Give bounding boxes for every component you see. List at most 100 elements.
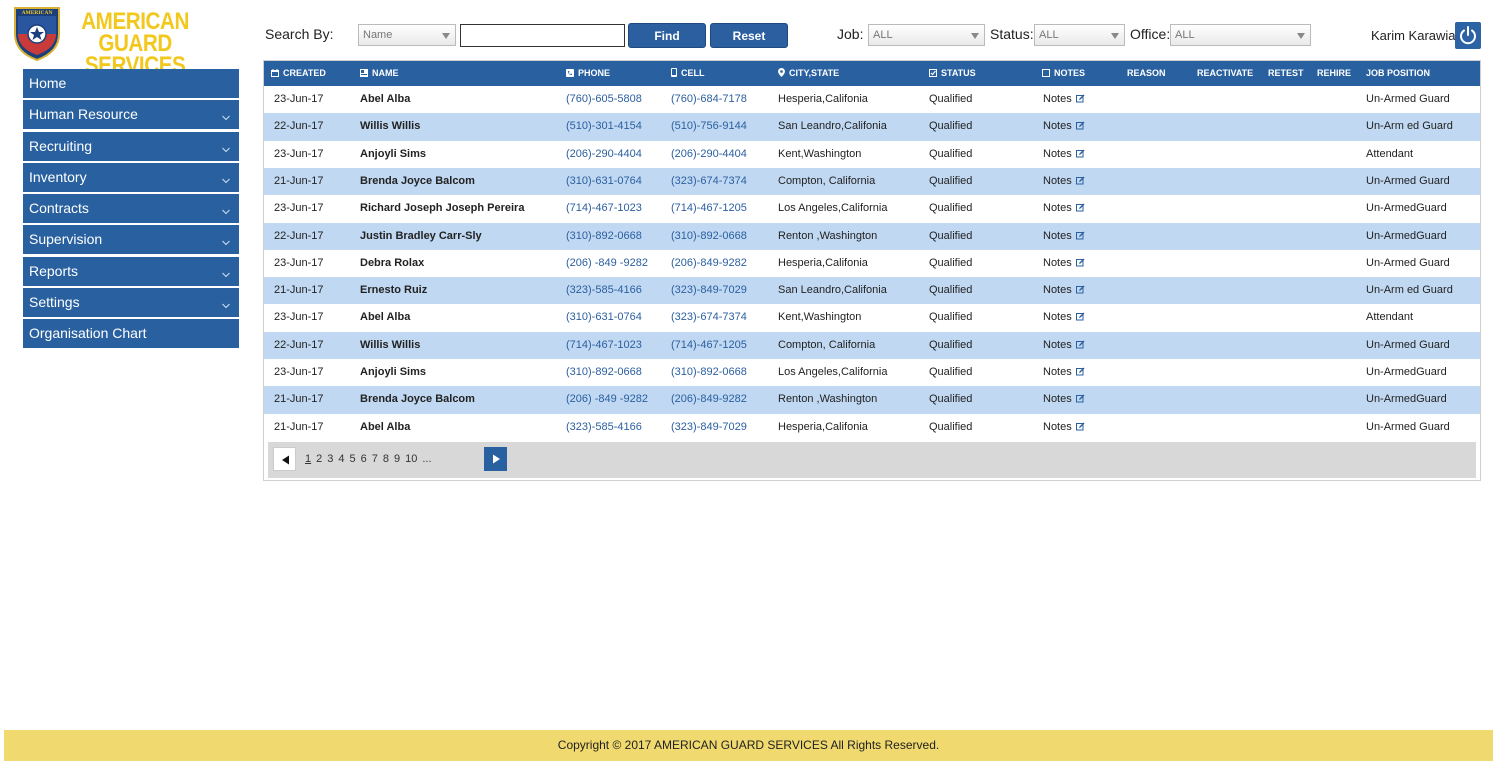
page-number-6[interactable]: 6: [360, 453, 367, 465]
page-number-10[interactable]: 10: [405, 453, 418, 465]
user-name[interactable]: Karim Karawia: [1371, 28, 1456, 43]
table-row[interactable]: 21-Jun-17 Ernesto Ruiz (323)-585-4166 (323)…: [264, 277, 1480, 305]
table-row[interactable]: 21-Jun-17 Brenda Joyce Balcom (206) -849 -…: [264, 386, 1480, 414]
table-row[interactable]: 23-Jun-17 Abel Alba (760)-605-5808 (760)-68…: [264, 86, 1480, 113]
cell-cell[interactable]: (323)-849-7029: [671, 277, 747, 304]
page-number-9[interactable]: 9: [394, 453, 401, 465]
job-select[interactable]: ALL: [868, 24, 985, 46]
notes-link[interactable]: Notes: [1043, 86, 1085, 113]
col-rehire[interactable]: REHIRE: [1317, 61, 1351, 86]
cell-phone[interactable]: (510)-301-4154: [566, 113, 642, 140]
notes-link[interactable]: Notes: [1043, 359, 1085, 386]
col-status[interactable]: STATUS: [929, 61, 976, 86]
cell-phone[interactable]: (310)-631-0764: [566, 168, 642, 195]
col-created[interactable]: CREATED: [271, 61, 326, 86]
status-select[interactable]: ALL: [1034, 24, 1125, 46]
table-row[interactable]: 23-Jun-17 Anjoyli Sims (310)-892-0668 (310)…: [264, 359, 1480, 386]
brand-logo[interactable]: AMERICAN AMERICAN GUARD SERVICES: [12, 4, 232, 78]
col-notes[interactable]: NOTES: [1042, 61, 1085, 86]
col-reason[interactable]: REASON: [1127, 61, 1166, 86]
page-number-8[interactable]: 8: [382, 453, 389, 465]
page-number-1[interactable]: 1: [305, 453, 312, 465]
sidebar-item-home[interactable]: Home: [23, 69, 239, 98]
cell-phone[interactable]: (310)-892-0668: [566, 359, 642, 386]
cell-cell[interactable]: (714)-467-1205: [671, 332, 747, 359]
cell-phone[interactable]: (206) -849 -9282: [566, 386, 648, 413]
cell-phone[interactable]: (323)-585-4166: [566, 414, 642, 441]
cell-cell[interactable]: (310)-892-0668: [671, 223, 747, 250]
notes-link[interactable]: Notes: [1043, 168, 1085, 195]
search-input[interactable]: [460, 24, 625, 47]
edit-icon: [1075, 312, 1085, 321]
notes-link[interactable]: Notes: [1043, 304, 1085, 331]
col-city[interactable]: CITY,STATE: [778, 61, 839, 86]
sidebar-item-human-resource[interactable]: Human Resource: [23, 100, 239, 130]
sidebar-item-recruiting[interactable]: Recruiting: [23, 131, 239, 161]
table-row[interactable]: 21-Jun-17 Abel Alba (323)-585-4166 (323)-84…: [264, 414, 1480, 441]
col-retest[interactable]: RETEST: [1268, 61, 1304, 86]
cell-cell[interactable]: (206)-290-4404: [671, 141, 747, 168]
cell-text: Hesperia,Califonia: [778, 256, 868, 269]
cell-cell[interactable]: (310)-892-0668: [671, 359, 747, 386]
notes-link[interactable]: Notes: [1043, 414, 1085, 441]
notes-link[interactable]: Notes: [1043, 141, 1085, 168]
col-name[interactable]: NAME: [360, 61, 399, 86]
office-select[interactable]: ALL: [1170, 24, 1311, 46]
cell-phone[interactable]: (323)-585-4166: [566, 277, 642, 304]
sidebar-item-inventory[interactable]: Inventory: [23, 162, 239, 192]
table-row[interactable]: 23-Jun-17 Richard Joseph Joseph Pereira (7…: [264, 195, 1480, 222]
cell-cell[interactable]: (206)-849-9282: [671, 250, 747, 277]
notes-link[interactable]: Notes: [1043, 223, 1085, 250]
sidebar-item-supervision[interactable]: Supervision: [23, 225, 239, 255]
cell-text: (510)-756-9144: [671, 120, 747, 133]
page-number-7[interactable]: 7: [371, 453, 378, 465]
find-button[interactable]: Find: [628, 23, 706, 48]
col-city-label: CITY,STATE: [789, 68, 840, 78]
table-row[interactable]: 22-Jun-17 Willis Willis (714)-467-1023 (714…: [264, 331, 1480, 359]
notes-link[interactable]: Notes: [1043, 113, 1085, 140]
col-reactivate[interactable]: REACTIVATE: [1197, 61, 1253, 86]
table-row[interactable]: 23-Jun-17 Anjoyli Sims (206)-290-4404 (206)…: [264, 141, 1480, 168]
next-page-button[interactable]: [484, 447, 507, 471]
page-ellipsis[interactable]: ...: [422, 453, 432, 465]
notes-link[interactable]: Notes: [1043, 195, 1085, 222]
col-phone[interactable]: PHONE: [566, 61, 610, 86]
cell-cell[interactable]: (206)-849-9282: [671, 386, 747, 413]
search-by-select[interactable]: Name: [358, 24, 456, 46]
sidebar-item-settings[interactable]: Settings: [23, 288, 239, 318]
page-number-3[interactable]: 3: [327, 453, 334, 465]
page-number-2[interactable]: 2: [316, 453, 323, 465]
cell-cell[interactable]: (510)-756-9144: [671, 113, 747, 140]
cell-phone[interactable]: (206)-290-4404: [566, 141, 642, 168]
cell-cell[interactable]: (323)-674-7374: [671, 304, 747, 331]
notes-link[interactable]: Notes: [1043, 250, 1085, 277]
cell-cell[interactable]: (323)-674-7374: [671, 168, 747, 195]
col-job-position[interactable]: JOB POSITION: [1366, 61, 1430, 86]
cell-phone[interactable]: (310)-631-0764: [566, 304, 642, 331]
page-number-4[interactable]: 4: [338, 453, 345, 465]
notes-link[interactable]: Notes: [1043, 386, 1085, 413]
cell-phone[interactable]: (310)-892-0668: [566, 223, 642, 250]
cell-cell[interactable]: (323)-849-7029: [671, 414, 747, 441]
table-row[interactable]: 23-Jun-17 Abel Alba (310)-631-0764 (323)-67…: [264, 304, 1480, 331]
logout-button[interactable]: [1455, 22, 1481, 49]
sidebar-item-contracts[interactable]: Contracts: [23, 194, 239, 224]
notes-link[interactable]: Notes: [1043, 277, 1085, 304]
prev-page-button[interactable]: [273, 447, 296, 471]
table-row[interactable]: 21-Jun-17 Brenda Joyce Balcom (310)-631-07…: [264, 167, 1480, 196]
sidebar-item-reports[interactable]: Reports: [23, 256, 239, 286]
page-number-5[interactable]: 5: [349, 453, 356, 465]
cell-phone[interactable]: (760)-605-5808: [566, 86, 642, 113]
reset-button[interactable]: Reset: [710, 23, 788, 48]
col-cell[interactable]: CELL: [671, 61, 705, 86]
table-row[interactable]: 22-Jun-17 Justin Bradley Carr-Sly (310)-89…: [264, 222, 1480, 250]
cell-phone[interactable]: (206) -849 -9282: [566, 250, 648, 277]
cell-phone[interactable]: (714)-467-1023: [566, 332, 642, 359]
notes-link[interactable]: Notes: [1043, 332, 1085, 359]
cell-phone[interactable]: (714)-467-1023: [566, 195, 642, 222]
table-row[interactable]: 22-Jun-17 Willis Willis (510)-301-4154 (510…: [264, 113, 1480, 141]
cell-cell[interactable]: (760)-684-7178: [671, 86, 747, 113]
table-row[interactable]: 23-Jun-17 Debra Rolax (206) -849 -9282 (206…: [264, 250, 1480, 277]
sidebar-item-organisation-chart[interactable]: Organisation Chart: [23, 319, 239, 349]
cell-cell[interactable]: (714)-467-1205: [671, 195, 747, 222]
